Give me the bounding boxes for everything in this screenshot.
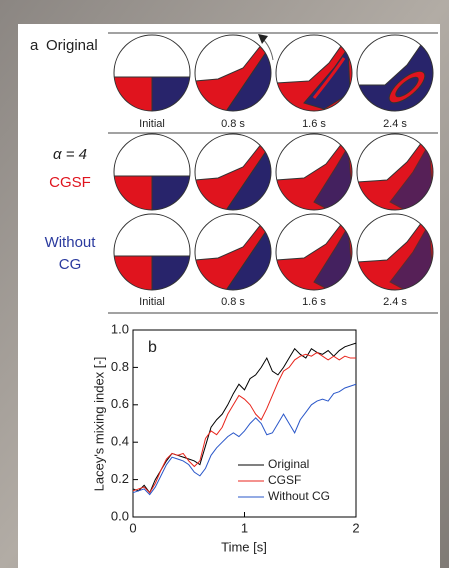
y-axis-title: Lacey's mixing index [-] (91, 357, 106, 492)
y-tick-label: 0.4 (111, 434, 129, 449)
figure: a Original α = 4 CGSF Without CG Initial… (0, 0, 449, 568)
y-tick-label: 0.8 (111, 359, 129, 374)
time-label: Initial (139, 296, 165, 308)
x-tick-label: 0 (129, 520, 136, 535)
panel-label: b (148, 339, 157, 356)
time-label: 1.6 s (302, 118, 326, 130)
y-tick-label: 0.0 (111, 508, 129, 523)
time-label: 0.8 s (221, 296, 245, 308)
time-label: 2.4 s (383, 296, 407, 308)
time-label: 1.6 s (302, 296, 326, 308)
time-label: 2.4 s (383, 118, 407, 130)
row-label: CG (59, 256, 82, 273)
time-label: Initial (139, 118, 165, 130)
row-label: Original (46, 37, 98, 54)
y-tick-label: 0.6 (111, 396, 129, 411)
legend-label: Without CG (268, 489, 330, 503)
panel-label: a (30, 37, 39, 54)
y-tick-label: 0.2 (111, 471, 129, 486)
page: a Original α = 4 CGSF Without CG Initial… (0, 0, 449, 568)
row-label: Without (45, 234, 97, 251)
row-label: CGSF (49, 174, 91, 191)
time-label: 0.8 s (221, 118, 245, 130)
legend-label: Original (268, 457, 309, 471)
legend-label: CGSF (268, 473, 301, 487)
x-axis-title: Time [s] (221, 539, 267, 554)
row-label: α = 4 (53, 146, 87, 163)
y-tick-label: 1.0 (111, 321, 129, 336)
x-tick-label: 1 (241, 520, 248, 535)
x-tick-label: 2 (352, 520, 359, 535)
